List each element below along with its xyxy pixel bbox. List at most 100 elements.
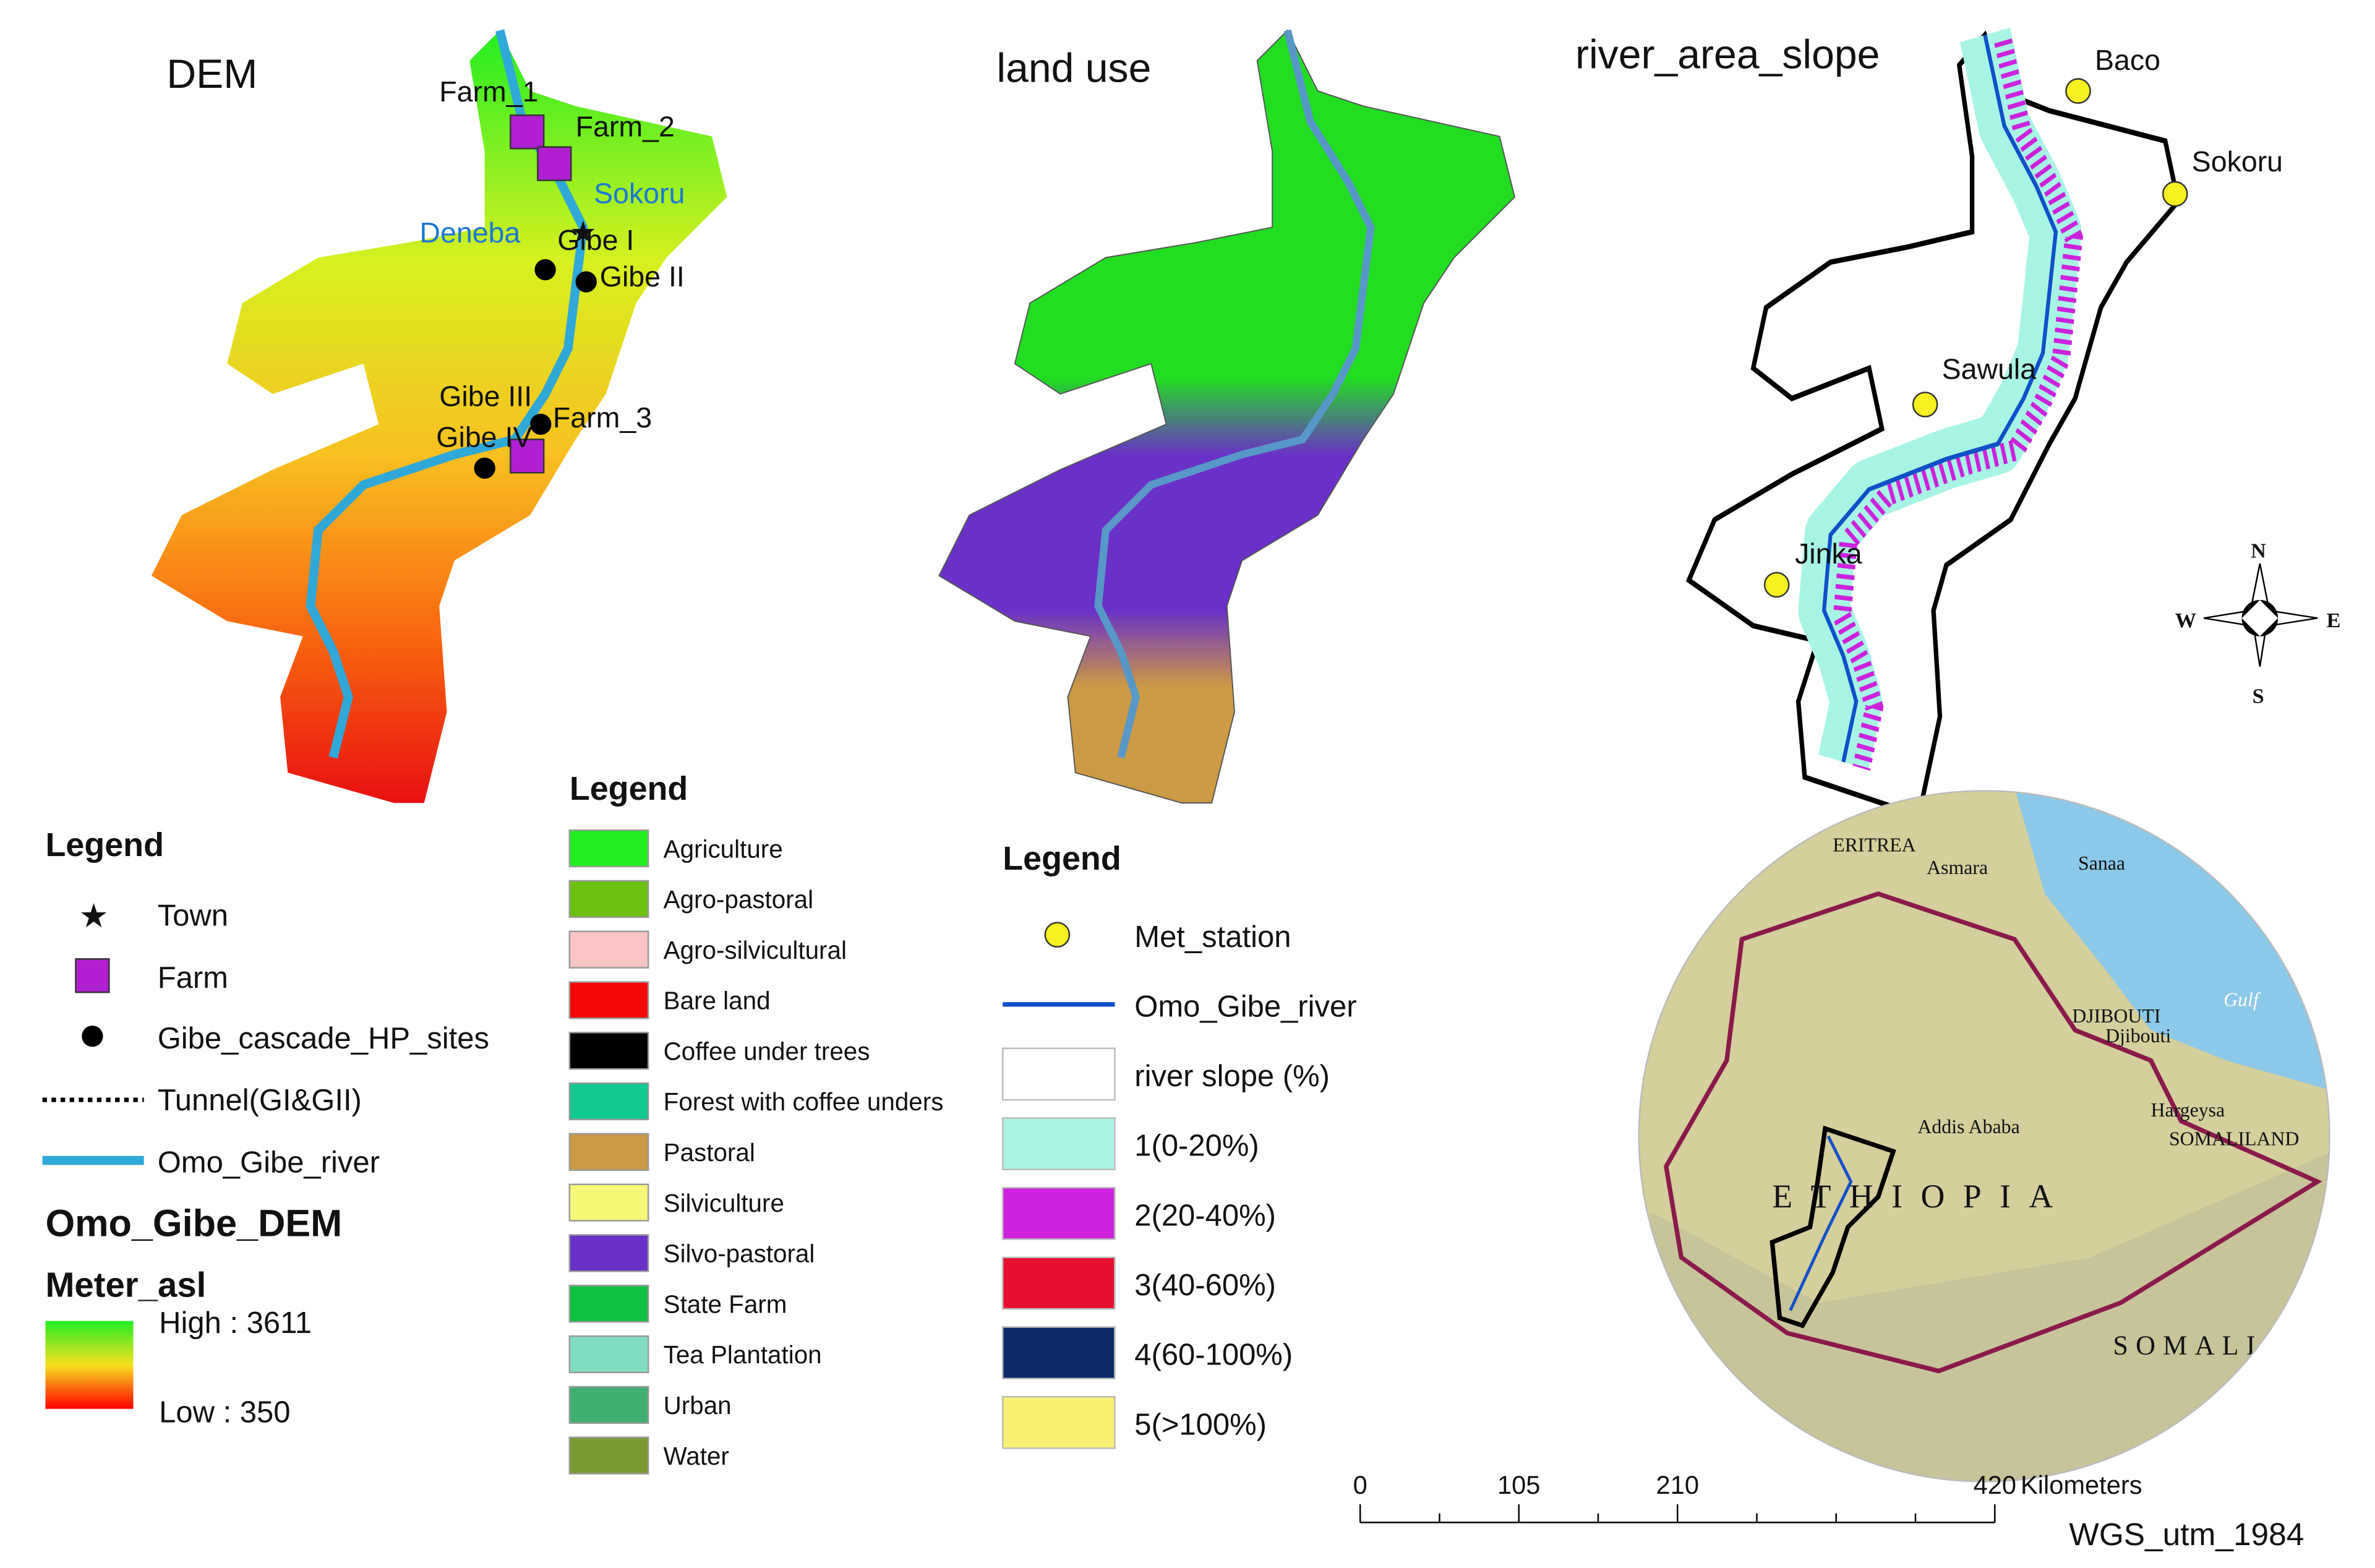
scale-unit: Kilometers [2021,1470,2142,1499]
legend-low: Low : 350 [159,1396,290,1429]
legend-swatch [1002,1326,1116,1379]
compass-label: N [2251,539,2266,562]
legend-swatch [568,1285,649,1323]
map-label: Farm_1 [439,75,538,108]
land-use-map [938,30,1516,804]
map-label: Gibe III [439,380,532,412]
legend-item: Agriculture [664,834,783,863]
compass-label: S [2253,684,2264,708]
map-label: Farm_3 [553,401,652,434]
legend-item: Farm [158,961,228,995]
legend-swatch [568,1234,649,1272]
map-label: Gibe I [557,224,634,256]
land-use-legend: Legend Agriculture Agro-pastoral Agro-silv… [568,770,944,1475]
legend-swatch [568,1133,649,1171]
legend-swatch [1002,1117,1116,1170]
scale-label: 210 [1656,1470,1699,1499]
map-label: Gibe IV [436,421,532,453]
legend-swatch [568,1032,649,1070]
dem-legend: Legend ★ Town Farm Gibe_cascade_HP_sites… [42,826,489,1429]
legend-item: Town [158,899,228,932]
legend-swatch [568,1183,649,1222]
map-label: Baco [2095,44,2160,76]
inset-label: ERITREA [1833,834,1915,855]
inset-label: Asmara [1927,857,1988,878]
panel-title: river_area_slope [1575,32,1880,77]
legend-item: Forest with coffee unders [664,1087,944,1116]
scale-label: 420 [1974,1470,2016,1499]
legend-item: 4(60-100%) [1134,1339,1293,1372]
legend-swatch [1002,1395,1116,1449]
inset-label: Addis Ababa [1917,1116,2019,1137]
legend-title: Legend [570,770,688,807]
legend-swatch [568,1335,649,1374]
legend-swatch [1002,1047,1116,1101]
legend-swatch [568,1436,649,1475]
scale-label: 0 [1353,1470,1367,1499]
legend-item: 2(20-40%) [1134,1199,1276,1232]
legend-item: Gibe_cascade_HP_sites [158,1022,489,1055]
compass-label: E [2327,609,2341,632]
inset-label: Gulf [2223,988,2261,1010]
svg-text:★: ★ [570,216,597,249]
legend-swatch [568,880,649,918]
legend-item: Water [664,1442,729,1470]
legend-item: Urban [664,1391,732,1420]
legend-swatch [568,1386,649,1424]
legend-swatch [568,981,649,1019]
inset-label: ETHIOPIA [1772,1178,2071,1215]
legend-swatch [1002,1256,1116,1310]
legend-symbol [1044,922,1071,948]
projection: WGS_utm_1984 [2069,1516,2304,1552]
compass-label: W [2175,609,2196,632]
legend-item: Agro-silvicultural [664,936,847,964]
inset-label: Hargeysa [2151,1099,2225,1121]
legend-item: river slope (%) [1134,1060,1330,1093]
legend-item: Agro-pastoral [664,885,813,914]
legend-high: High : 3611 [159,1306,312,1340]
legend-item: Silvo-pastoral [664,1240,815,1268]
legend-title: Legend [1003,840,1121,877]
map-label: Gibe II [600,260,685,293]
panel-title: land use [996,45,1151,91]
svg-text:★: ★ [79,898,108,935]
legend-swatch [568,930,649,969]
map-label: Sokoru [2192,145,2283,178]
inset-label: SOMALILAND [2169,1128,2299,1150]
legend-layer: Omo_Gibe_DEM [45,1202,342,1245]
scale-label: 105 [1497,1470,1540,1499]
legend-item: Tea Plantation [664,1340,822,1369]
legend-item: 5(>100%) [1134,1408,1267,1441]
compass: N S W E [2175,539,2341,708]
map-label: Jinka [1795,538,1862,570]
legend-swatch [1002,1186,1116,1240]
panel-title: DEM [166,51,257,97]
legend-item: Omo_Gibe_river [158,1146,380,1180]
legend-item: Bare land [664,987,771,1015]
legend-unit: Meter_asl [45,1265,206,1304]
inset-label: Djibouti [2105,1025,2171,1047]
dem-map: ★ [151,30,727,803]
inset-label: Sanaa [2078,852,2125,874]
map-label: Deneba [419,216,520,249]
legend-item: 1(0-20%) [1134,1129,1259,1163]
inset-label: DJIBOUTI [2072,1005,2160,1027]
map-label: Sokoru [594,177,685,209]
inset-map: ERITREA Asmara Sanaa Gulf DJIBOUTI Djibo… [1638,790,2330,1483]
legend-item: Pastoral [664,1138,755,1167]
met-stations [1763,78,2188,598]
map-label: Farm_2 [576,111,675,143]
legend-swatch [568,1082,649,1121]
legend-swatch [568,829,649,868]
slope-map [1689,35,2178,807]
legend-item: Omo_Gibe_river [1134,990,1356,1023]
inset-label: SOMALIA [2113,1330,2290,1361]
legend-item: Tunnel(GI&GII) [158,1084,362,1117]
legend-title: Legend [45,826,164,863]
legend-item: 3(40-60%) [1134,1269,1276,1302]
legend-item: State Farm [664,1290,787,1318]
scale-bar: WGS_utm_1984 0 105 210 420 Kilometers [1353,1470,2304,1552]
